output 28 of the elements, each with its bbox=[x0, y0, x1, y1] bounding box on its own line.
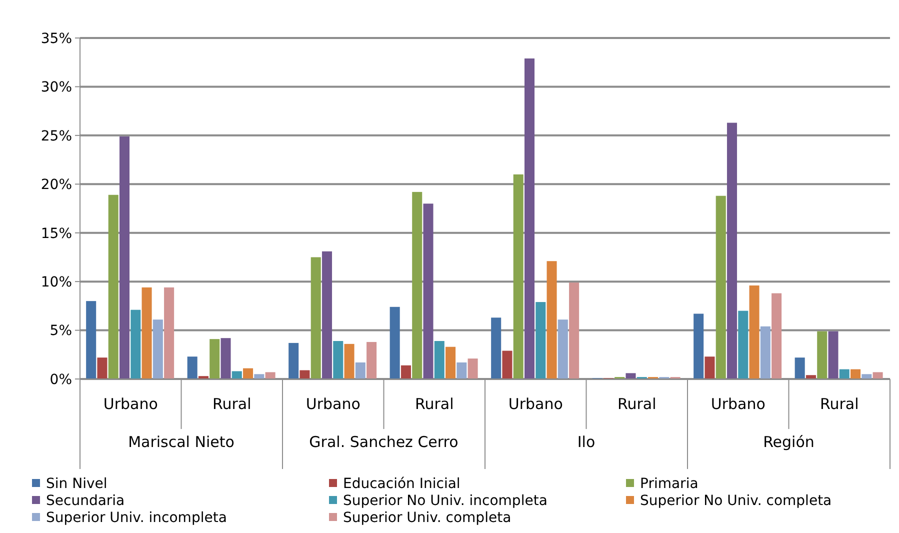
y-tick-label: 5% bbox=[50, 323, 72, 340]
legend-label: Secundaria bbox=[46, 493, 125, 509]
legend-label: Superior No Univ. incompleta bbox=[343, 493, 548, 509]
y-tick-label: 0% bbox=[50, 372, 72, 388]
legend-label: Superior Univ. incompleta bbox=[46, 510, 227, 526]
x-tick-label: Urbano bbox=[508, 395, 563, 413]
legend-label: Superior Univ. completa bbox=[343, 510, 512, 526]
legend-label: Primaria bbox=[640, 476, 698, 492]
legend-label: Sin Nivel bbox=[46, 476, 108, 492]
x-tick-label: Rural bbox=[820, 395, 859, 413]
x-tick-label: Urbano bbox=[306, 395, 360, 413]
text: Gral. Sanchez Cerro bbox=[309, 433, 458, 451]
text: Mariscal Nieto bbox=[128, 433, 234, 451]
x-tick-label: Rural bbox=[414, 395, 454, 413]
x-tick-label: Urbano bbox=[103, 395, 158, 413]
y-tick-label: 10% bbox=[40, 274, 72, 290]
legend-label: Educación Inicial bbox=[343, 476, 460, 492]
text: Ilo bbox=[577, 433, 596, 451]
x-tick-label: Rural bbox=[212, 395, 252, 413]
y-tick-label: 25% bbox=[40, 128, 72, 144]
y-tick-label: 35% bbox=[40, 30, 72, 47]
y-tick-label: 15% bbox=[40, 226, 72, 242]
x-tick-label: Rural bbox=[617, 395, 656, 413]
legend-label: Superior No Univ. completa bbox=[640, 493, 832, 509]
text: Región bbox=[763, 433, 814, 451]
y-tick-label: 20% bbox=[40, 177, 72, 194]
x-tick-label: Urbano bbox=[710, 395, 766, 413]
y-tick-label: 30% bbox=[40, 80, 72, 96]
